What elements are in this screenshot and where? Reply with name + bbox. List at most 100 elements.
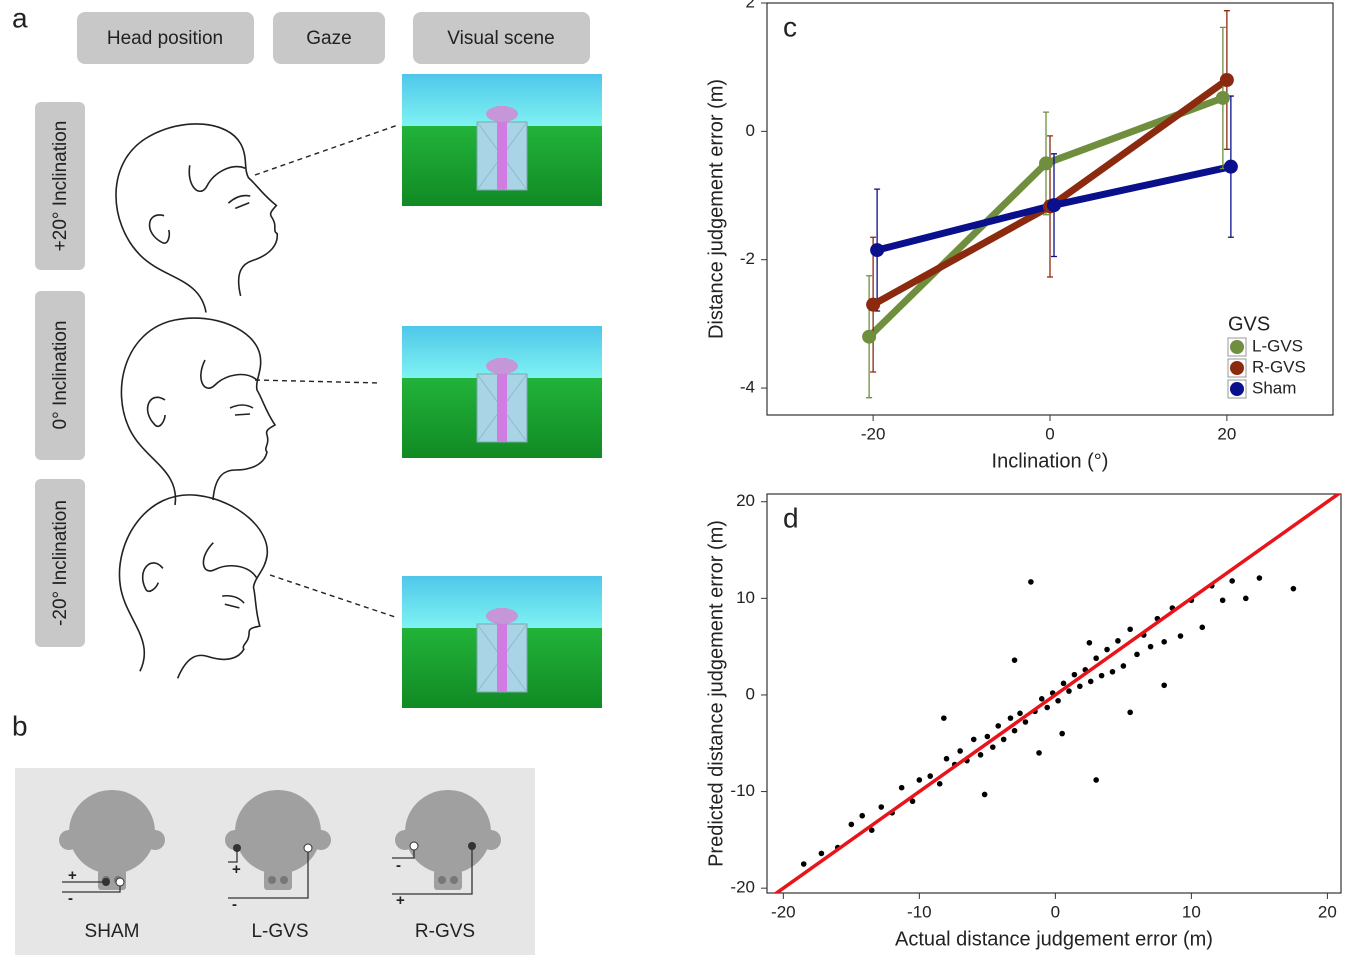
panel-label: a bbox=[12, 2, 28, 33]
point bbox=[1134, 651, 1140, 658]
point bbox=[1087, 678, 1094, 685]
point bbox=[1011, 657, 1018, 663]
legend-label: L-GVS bbox=[1252, 336, 1303, 355]
polarity: + bbox=[396, 892, 405, 909]
point bbox=[1071, 671, 1078, 678]
gaze-line bbox=[254, 379, 381, 384]
point bbox=[1007, 715, 1014, 721]
point bbox=[977, 752, 984, 758]
point bbox=[1115, 638, 1121, 644]
point bbox=[1229, 578, 1235, 584]
header: Head position bbox=[107, 28, 223, 49]
electrode-wires bbox=[62, 846, 473, 899]
point bbox=[957, 748, 963, 754]
point bbox=[1242, 595, 1249, 602]
x-axis-label: Actual distance judgement error (m) bbox=[895, 928, 1213, 950]
row-box bbox=[35, 479, 85, 647]
point bbox=[981, 791, 988, 798]
y-axis-label: Predicted distance judgement error (m) bbox=[705, 520, 727, 867]
y-axis-label: Distance judgement error (m) bbox=[705, 79, 727, 339]
point bbox=[1147, 643, 1154, 650]
point bbox=[1000, 736, 1007, 743]
marker bbox=[1039, 156, 1053, 171]
point bbox=[1120, 663, 1127, 669]
point bbox=[916, 777, 923, 783]
legend-swatch bbox=[1230, 382, 1244, 396]
point bbox=[1055, 697, 1061, 704]
gaze-line bbox=[269, 574, 399, 619]
marker bbox=[866, 297, 881, 312]
point bbox=[1036, 750, 1042, 756]
polarity: - bbox=[396, 857, 401, 874]
point bbox=[909, 798, 916, 805]
point bbox=[1022, 719, 1029, 725]
x-tick-label: -20 bbox=[771, 902, 796, 921]
point bbox=[800, 861, 807, 867]
point bbox=[1077, 683, 1083, 690]
header: Gaze bbox=[306, 28, 351, 49]
point bbox=[995, 723, 1002, 729]
x-tick-label: -20 bbox=[861, 424, 886, 443]
header-box bbox=[413, 12, 590, 64]
header-box bbox=[273, 12, 385, 64]
y-tick-label: 10 bbox=[736, 588, 755, 607]
y-tick-label: -10 bbox=[730, 781, 755, 800]
polarity: - bbox=[232, 896, 237, 913]
point bbox=[1177, 633, 1184, 639]
point bbox=[1017, 710, 1023, 717]
y-tick-label: -20 bbox=[730, 878, 755, 897]
polarity: - bbox=[68, 890, 73, 907]
gaze-line bbox=[254, 124, 399, 176]
point bbox=[1109, 668, 1116, 675]
point bbox=[1127, 626, 1133, 633]
electrodes bbox=[102, 841, 476, 887]
point bbox=[936, 781, 943, 787]
condition-label: SHAM bbox=[85, 921, 140, 942]
point bbox=[1059, 730, 1065, 737]
point bbox=[1060, 680, 1067, 687]
point bbox=[989, 744, 996, 750]
row-box bbox=[35, 102, 85, 270]
row-label: -20° Inclination bbox=[50, 500, 71, 626]
point bbox=[1044, 704, 1050, 711]
x-tick-label: -10 bbox=[907, 902, 932, 921]
legend-label: Sham bbox=[1252, 378, 1296, 397]
point bbox=[878, 804, 885, 810]
point bbox=[1093, 655, 1099, 662]
marker bbox=[862, 329, 877, 344]
point bbox=[941, 715, 947, 721]
legend-swatch bbox=[1230, 340, 1244, 354]
polarity: + bbox=[68, 867, 77, 884]
point bbox=[1104, 646, 1110, 653]
identity-line bbox=[773, 494, 1341, 893]
point bbox=[943, 755, 950, 762]
point bbox=[1066, 688, 1072, 694]
y-tick-label: -4 bbox=[740, 378, 755, 397]
marker bbox=[1223, 159, 1238, 174]
point bbox=[927, 773, 934, 779]
x-tick-label: 20 bbox=[1318, 902, 1337, 921]
polarity: + bbox=[232, 861, 241, 878]
y-tick-label: 0 bbox=[746, 121, 755, 140]
point bbox=[1028, 579, 1034, 585]
point bbox=[859, 812, 866, 819]
head-drawing bbox=[96, 102, 302, 330]
point bbox=[1086, 639, 1093, 646]
scene-image bbox=[401, 575, 603, 709]
point bbox=[1011, 727, 1018, 734]
panel-label: b bbox=[12, 710, 28, 741]
point bbox=[1290, 585, 1297, 592]
point bbox=[970, 736, 977, 743]
point bbox=[1256, 575, 1263, 581]
point bbox=[818, 850, 825, 857]
scene-image bbox=[401, 73, 603, 207]
marker bbox=[1047, 198, 1061, 213]
legend-title: GVS bbox=[1228, 313, 1270, 335]
plot-frame bbox=[766, 493, 1342, 894]
x-tick-label: 0 bbox=[1051, 902, 1060, 921]
point bbox=[868, 827, 875, 834]
point bbox=[1199, 624, 1206, 631]
panel-label: c bbox=[783, 11, 797, 42]
